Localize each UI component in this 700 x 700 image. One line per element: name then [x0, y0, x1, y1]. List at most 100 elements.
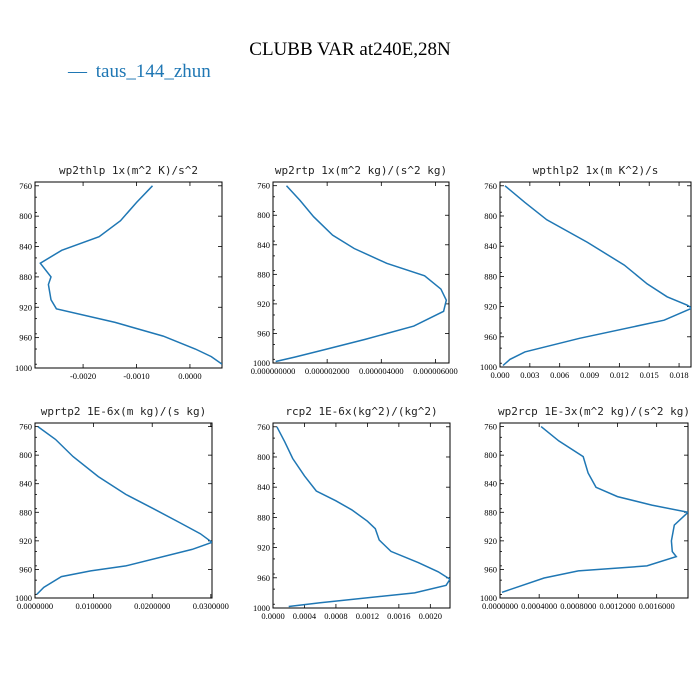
- y-tick-label: 920: [484, 302, 497, 312]
- series-line: [501, 426, 688, 594]
- y-tick-label: 760: [19, 422, 32, 432]
- x-tick-label: -0.0020: [70, 371, 96, 381]
- y-tick-label: 840: [19, 242, 32, 252]
- plot-frame: [272, 181, 450, 364]
- legend-line-marker: —: [67, 61, 88, 82]
- y-tick-label: 840: [484, 479, 497, 489]
- y-tick-label: 800: [484, 211, 497, 221]
- y-tick-label: 920: [19, 536, 32, 546]
- x-tick-label: 0.000000000: [251, 366, 296, 376]
- chart-panel-4: wprtp2 1E-6x(m kg)/(s kg) 760 800 840 880 920…: [15, 405, 229, 611]
- y-tick-label: 880: [257, 269, 270, 279]
- x-tick-label: -0.0010: [123, 371, 149, 381]
- series-line: [276, 426, 450, 608]
- x-tick-label: 0.009: [580, 370, 599, 380]
- x-tick-label: 0.015: [640, 370, 659, 380]
- y-tick-label: 880: [19, 507, 32, 517]
- panel-title: rcp2 1E-6x(kg^2)/(kg^2): [285, 405, 437, 418]
- figure-title: CLUBB VAR at240E,28N: [249, 39, 451, 60]
- x-tick-label: 0.000004000: [359, 366, 404, 376]
- series-line: [275, 185, 448, 363]
- x-tick-label: 0.000002000: [305, 366, 350, 376]
- panel-title: wprtp2 1E-6x(m kg)/(s kg): [41, 405, 207, 418]
- y-tick-label: 920: [19, 302, 32, 312]
- legend: — taus_144_zhun: [67, 61, 211, 82]
- x-tick-label: 0.0020: [419, 611, 442, 621]
- x-tick-label: 0.0016000: [639, 601, 675, 611]
- y-tick-label: 800: [484, 450, 497, 460]
- y-tick-label: 1000: [253, 358, 270, 368]
- y-tick-label: 920: [257, 299, 270, 309]
- x-tick-label: 0.0000000: [17, 601, 53, 611]
- chart-panel-6: wp2rcp 1E-3x(m^2 kg)/(s^2 kg)760 800 840 88…: [480, 405, 690, 611]
- y-tick-label: 920: [484, 536, 497, 546]
- plot-frame: [272, 422, 451, 609]
- y-tick-label: 760: [19, 181, 32, 191]
- x-tick-label: 0.006: [550, 370, 569, 380]
- x-tick-label: 0.0000: [261, 611, 284, 621]
- y-tick-label: 760: [484, 181, 497, 191]
- y-tick-label: 1000: [480, 362, 497, 372]
- y-tick-label: 960: [484, 564, 497, 574]
- x-tick-label: 0.0004000: [521, 601, 557, 611]
- y-tick-label: 880: [484, 271, 497, 281]
- y-tick-label: 960: [484, 332, 497, 342]
- panel-title: wp2rtp 1x(m^2 kg)/(s^2 kg): [275, 164, 447, 177]
- y-tick-label: 840: [19, 479, 32, 489]
- y-tick-label: 880: [257, 512, 270, 522]
- y-tick-label: 800: [257, 452, 270, 462]
- y-tick-label: 760: [257, 422, 270, 432]
- y-tick-label: 840: [257, 240, 270, 250]
- plot-frame: [34, 181, 223, 369]
- x-tick-label: 0.0008: [324, 611, 347, 621]
- y-tick-label: 920: [257, 543, 270, 553]
- y-tick-label: 880: [484, 507, 497, 517]
- x-tick-label: 0.018: [670, 370, 689, 380]
- y-tick-label: 840: [257, 482, 270, 492]
- x-tick-label: 0.000: [490, 370, 509, 380]
- chart-panel-2: wp2rtp 1x(m^2 kg)/(s^2 kg) 760 800 840 880 92…: [251, 164, 458, 376]
- x-tick-label: 0.012: [610, 370, 629, 380]
- series-line: [39, 185, 222, 365]
- series-line: [502, 185, 691, 367]
- legend-entry: — taus_144_zhun: [67, 61, 211, 82]
- y-tick-label: 960: [19, 333, 32, 343]
- y-tick-label: 1000: [253, 603, 270, 613]
- chart-panel-1: wp2thlp 1x(m^2 K)/s^2 760 800 840 880 920 960 1…: [15, 164, 223, 381]
- x-tick-label: 0.0004: [293, 611, 317, 621]
- x-tick-label: 0.0000: [178, 371, 201, 381]
- panel-title: wp2rcp 1E-3x(m^2 kg)/(s^2 kg): [498, 405, 690, 418]
- x-tick-label: 0.000006000: [413, 366, 458, 376]
- y-tick-label: 800: [19, 450, 32, 460]
- x-tick-label: 0.0016: [387, 611, 410, 621]
- chart-panel-5: rcp2 1E-6x(kg^2)/(kg^2) 760 800 840 880 920 96…: [253, 405, 451, 621]
- plot-frame: [34, 422, 213, 599]
- x-tick-label: 0.0100000: [76, 601, 112, 611]
- chart-panels: wp2thlp 1x(m^2 K)/s^2 760 800 840 880 920 960 1…: [15, 164, 692, 621]
- y-tick-label: 960: [257, 573, 270, 583]
- x-tick-label: 0.0008000: [560, 601, 596, 611]
- y-tick-label: 800: [257, 210, 270, 220]
- y-tick-label: 960: [257, 328, 270, 338]
- y-tick-label: 760: [484, 422, 497, 432]
- y-tick-label: 840: [484, 241, 497, 251]
- y-tick-label: 960: [19, 564, 32, 574]
- x-tick-label: 0.003: [520, 370, 539, 380]
- panel-title: wpthlp2 1x(m K^2)/s: [533, 164, 659, 177]
- x-tick-label: 0.0200000: [134, 601, 170, 611]
- chart-panel-3: wpthlp2 1x(m K^2)/s 760 800 840 880 920 960 100…: [480, 164, 692, 380]
- x-tick-label: 0.0012: [356, 611, 379, 621]
- y-tick-label: 1000: [15, 363, 32, 373]
- y-tick-label: 800: [19, 211, 32, 221]
- y-tick-label: 760: [257, 181, 270, 191]
- legend-series-label: taus_144_zhun: [96, 61, 212, 82]
- plot-frame: [499, 181, 692, 368]
- y-tick-label: 1000: [15, 593, 32, 603]
- x-tick-label: 0.0000000: [482, 601, 518, 611]
- x-tick-label: 0.0012000: [599, 601, 635, 611]
- plot-frame: [499, 422, 689, 599]
- y-tick-label: 1000: [480, 593, 497, 603]
- series-line: [36, 425, 212, 595]
- y-tick-label: 880: [19, 272, 32, 282]
